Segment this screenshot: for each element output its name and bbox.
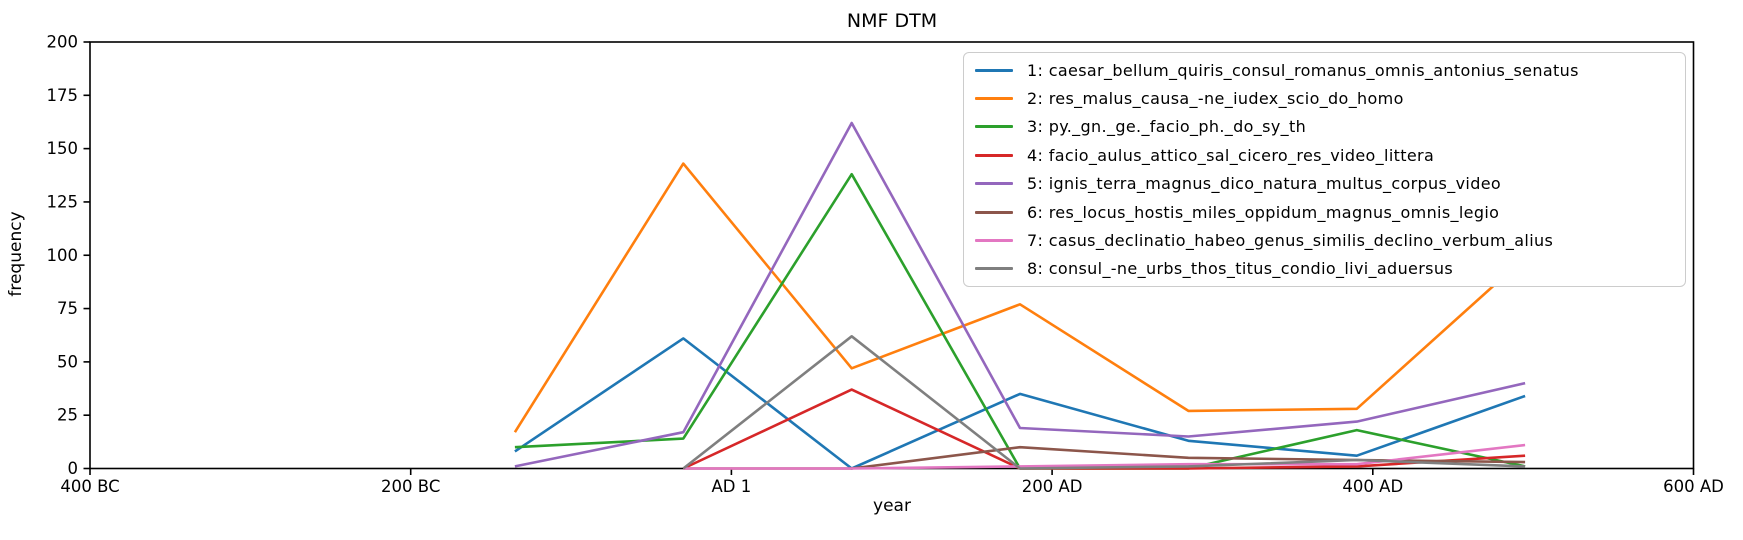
y-tick-label: 25 xyxy=(57,406,78,425)
legend-item-4: 4: facio_aulus_attico_sal_cicero_res_vid… xyxy=(975,142,1679,169)
legend-line-swatch xyxy=(975,68,1013,72)
y-tick-label: 0 xyxy=(68,459,79,478)
y-tick-label: 125 xyxy=(47,192,79,211)
legend-item-7: 7: casus_declinatio_habeo_genus_similis_… xyxy=(975,227,1679,254)
y-tick-label: 150 xyxy=(47,139,79,158)
legend-label: 5: ignis_terra_magnus_dico_natura_multus… xyxy=(1027,174,1502,194)
legend-label: 3: py._gn._ge._facio_ph._do_sy_th xyxy=(1027,117,1307,137)
x-axis-label: year xyxy=(873,496,911,516)
x-tick-label: 400 AD xyxy=(1342,477,1403,496)
legend-item-1: 1: caesar_bellum_quiris_consul_romanus_o… xyxy=(975,57,1679,84)
series-line-8 xyxy=(682,335,1526,470)
legend-line-swatch xyxy=(975,267,1013,271)
legend-line-swatch xyxy=(975,153,1013,157)
legend-line-swatch xyxy=(975,97,1013,101)
legend-label: 4: facio_aulus_attico_sal_cicero_res_vid… xyxy=(1027,145,1435,165)
x-tick-label: 600 AD xyxy=(1663,477,1724,496)
legend-item-5: 5: ignis_terra_magnus_dico_natura_multus… xyxy=(975,170,1679,197)
x-tick-label: AD 1 xyxy=(712,477,752,496)
legend-label: 8: consul_-ne_urbs_thos_titus_condio_liv… xyxy=(1027,259,1454,279)
legend-item-8: 8: consul_-ne_urbs_thos_titus_condio_liv… xyxy=(975,255,1679,282)
legend-line-swatch xyxy=(975,182,1013,186)
legend-label: 2: res_malus_causa_-ne_iudex_scio_do_hom… xyxy=(1027,89,1404,109)
chart-title: NMF DTM xyxy=(846,10,938,32)
legend-label: 7: casus_declinatio_habeo_genus_similis_… xyxy=(1027,230,1554,250)
y-tick-label: 75 xyxy=(57,299,78,318)
legend-line-swatch xyxy=(975,238,1013,242)
legend: 1: caesar_bellum_quiris_consul_romanus_o… xyxy=(963,52,1686,287)
series-line-2 xyxy=(513,162,1526,433)
legend-line-swatch xyxy=(975,210,1013,214)
legend-item-3: 3: py._gn._ge._facio_ph._do_sy_th xyxy=(975,113,1679,140)
y-tick-label: 50 xyxy=(57,352,78,371)
y-axis-label: frequency xyxy=(6,211,26,297)
x-tick-label: 200 BC xyxy=(381,477,440,496)
series-line-5 xyxy=(514,121,1526,468)
y-tick-label: 175 xyxy=(47,86,79,105)
y-tick-label: 100 xyxy=(47,246,79,265)
x-tick-label: 400 BC xyxy=(60,477,119,496)
y-tick-label: 200 xyxy=(47,33,79,52)
series-line-1 xyxy=(514,337,1526,470)
legend-item-2: 2: res_malus_causa_-ne_iudex_scio_do_hom… xyxy=(975,85,1679,112)
series-line-4 xyxy=(682,388,1526,470)
legend-label: 6: res_locus_hostis_miles_oppidum_magnus… xyxy=(1027,202,1500,222)
x-tick-label: 200 AD xyxy=(1022,477,1083,496)
legend-item-6: 6: res_locus_hostis_miles_oppidum_magnus… xyxy=(975,199,1679,226)
legend-line-swatch xyxy=(975,125,1013,129)
legend-label: 1: caesar_bellum_quiris_consul_romanus_o… xyxy=(1027,60,1579,80)
